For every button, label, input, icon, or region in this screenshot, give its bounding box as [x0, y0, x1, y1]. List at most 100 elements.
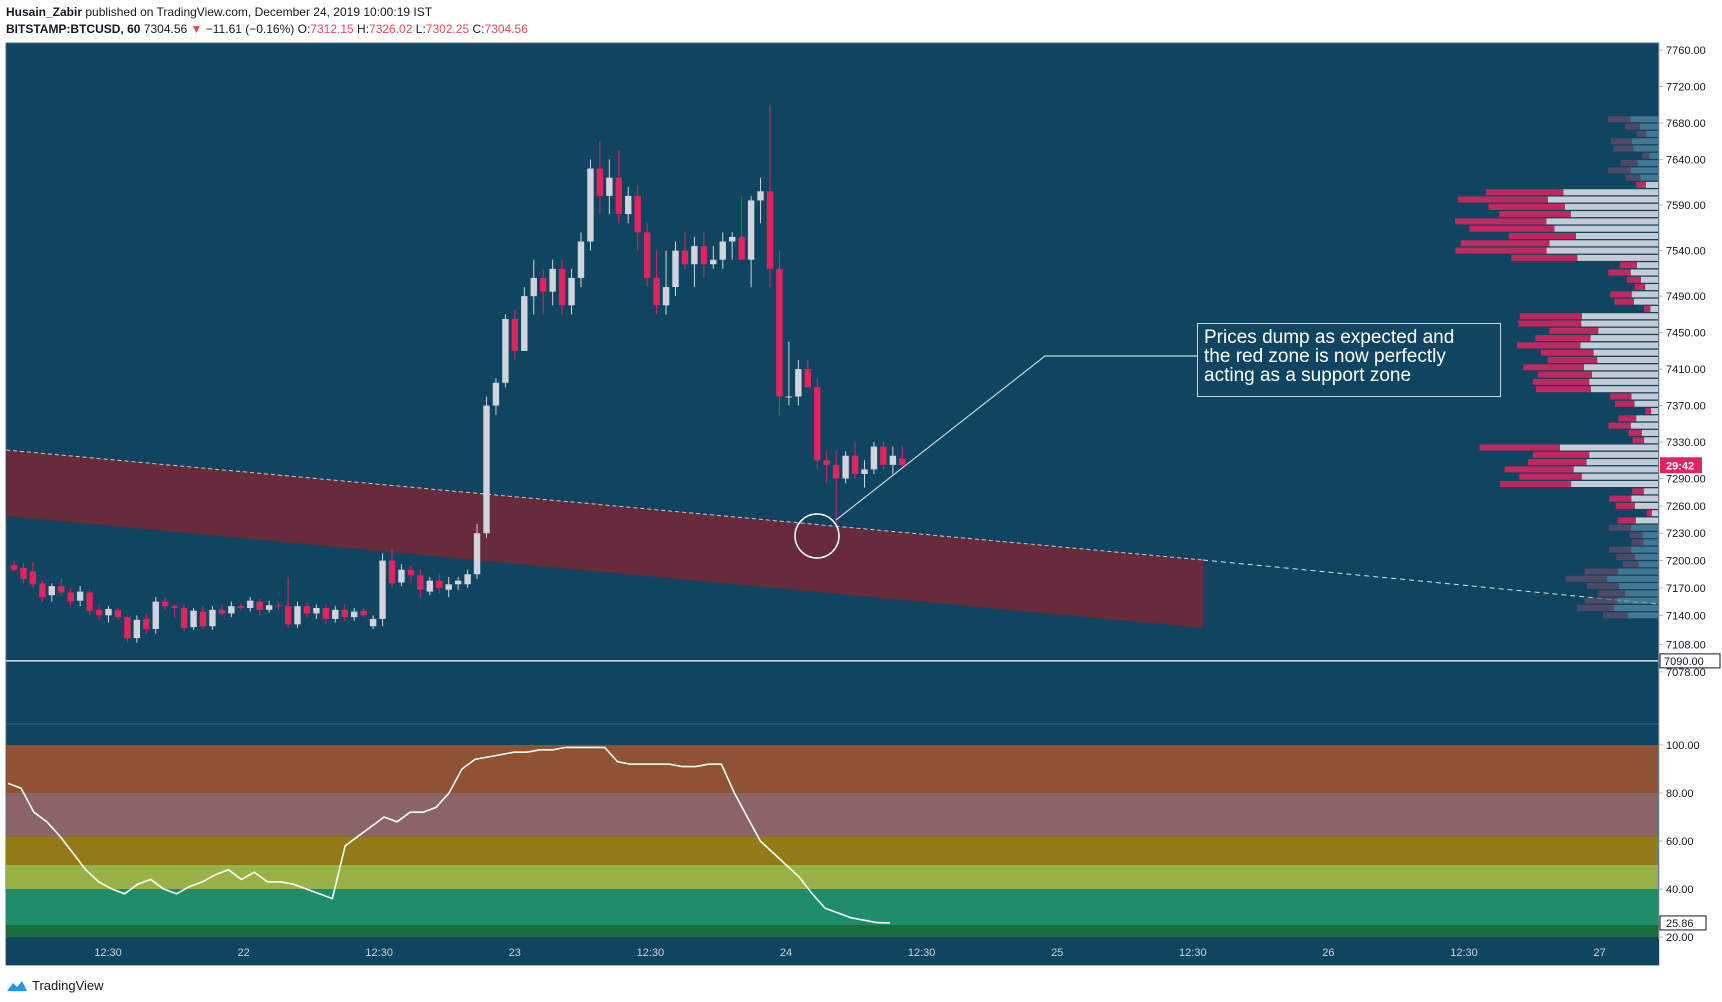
volume-profile-down-bar: [1622, 561, 1639, 568]
volume-profile-up-bar: [1642, 532, 1658, 539]
volume-profile-down-bar: [1608, 116, 1631, 123]
volume-profile-down-bar: [1609, 495, 1632, 502]
support-zone-layer: [5, 449, 1659, 725]
candle-body: [558, 268, 566, 306]
candle-body: [95, 609, 103, 616]
volume-profile-up-bar: [1631, 291, 1658, 298]
candle-body: [634, 195, 641, 233]
level-price-label: 7090.00: [1664, 656, 1704, 668]
chart-canvas[interactable]: 7760.00 7720.00 7680.00 7640.00 7590.00 7540.…: [0, 0, 1722, 967]
volume-profile-up-bar: [1589, 451, 1658, 458]
open-value: 7312.15: [310, 22, 354, 36]
candle-body: [143, 618, 150, 629]
oscillator-band: [6, 836, 1658, 865]
volume-profile-down-bar: [1499, 211, 1571, 218]
candle-body: [20, 567, 27, 579]
price-axis[interactable]: 7760.00 7720.00 7680.00 7640.00 7590.00 7540.…: [1658, 43, 1722, 965]
volume-profile-down-bar: [1455, 247, 1547, 254]
candle-body: [388, 560, 396, 584]
volume-profile-down-bar: [1586, 583, 1619, 590]
volume-profile-up-bar: [1640, 276, 1658, 283]
candle-body: [426, 580, 433, 592]
volume-profile-down-bar: [1609, 546, 1632, 553]
volume-profile-up-bar: [1590, 335, 1658, 342]
volume-profile-up-bar: [1577, 254, 1658, 261]
volume-profile-up-bar: [1633, 298, 1658, 305]
candle-body: [889, 455, 897, 465]
volume-profile-up-bar: [1563, 189, 1658, 196]
candle-body: [710, 259, 717, 265]
volume-profile-down-bar: [1641, 152, 1650, 159]
candle-body: [39, 583, 46, 598]
candle-body: [662, 287, 670, 306]
price-tick-label: 7290.00: [1666, 474, 1706, 486]
candle-body: [67, 592, 74, 602]
volume-profile-up-bar: [1630, 422, 1658, 429]
candle-body: [369, 618, 377, 627]
volume-profile-down-bar: [1535, 386, 1591, 393]
candle-body: [681, 250, 689, 265]
candle-body: [379, 560, 386, 619]
price-axis-background: [1659, 43, 1722, 965]
symbol-name[interactable]: BITSTAMP:BTCUSD, 60: [6, 22, 141, 36]
author-name[interactable]: Husain_Zabir: [6, 5, 83, 19]
volume-profile-down-bar: [1626, 276, 1641, 283]
candle-body: [521, 296, 528, 351]
volume-profile-down-bar: [1636, 130, 1647, 137]
price-tick-label: 7108.00: [1666, 639, 1706, 651]
time-tick-label: 12:30: [908, 947, 936, 959]
volume-profile-down-bar: [1540, 349, 1594, 356]
close-value: 7304.56: [484, 22, 528, 36]
candle-body: [209, 609, 216, 627]
annotation-callout[interactable]: Prices dump as expected and the red zone…: [1197, 323, 1501, 397]
volume-profile-down-bar: [1460, 240, 1550, 247]
candlestick-series: [10, 104, 906, 643]
candle-body: [483, 405, 490, 534]
countdown-label: 29:42: [1666, 460, 1694, 472]
candle-body: [795, 369, 802, 397]
candle-body: [738, 236, 745, 260]
volume-profile-up-bar: [1583, 364, 1658, 371]
oscillator-band: [6, 745, 1658, 793]
candle-body: [880, 446, 887, 465]
candle-body: [861, 469, 868, 474]
candle-body: [464, 574, 471, 585]
time-tick-label: 12:30: [637, 947, 665, 959]
tradingview-logo[interactable]: TradingView: [6, 978, 104, 993]
volume-profile-up-bar: [1651, 510, 1658, 517]
candle-body: [265, 605, 273, 610]
time-tick-label: 25: [1051, 947, 1063, 959]
oscillator-tick-label: 80.00: [1666, 788, 1694, 800]
volume-profile-up-bar: [1570, 211, 1658, 218]
volume-profile-up-bar: [1630, 116, 1658, 123]
candle-body: [606, 177, 613, 196]
volume-profile-up-bar: [1589, 378, 1658, 385]
candle-body: [672, 250, 679, 288]
candle-body: [785, 396, 793, 398]
volume-profile-up-bar: [1546, 247, 1658, 254]
volume-profile-up-bar: [1581, 313, 1658, 320]
candle-body: [851, 455, 859, 474]
volume-profile-up-bar: [1645, 181, 1658, 188]
candle-body: [58, 586, 65, 593]
volume-profile-down-bar: [1619, 262, 1637, 269]
level-price-badge: [1659, 653, 1721, 669]
volume-profile-up-bar: [1597, 357, 1658, 363]
volume-profile-down-bar: [1547, 357, 1598, 363]
time-axis-background: [6, 939, 1659, 965]
time-axis[interactable]: 12:30 22 12:30 23 12:30 24 12:30 25 12:30 26 12:30…: [6, 939, 1659, 965]
oscillator-band: [6, 925, 1658, 937]
annotation-line-1: Prices dump as expected and: [1204, 327, 1455, 348]
price-tick-label: 7490.00: [1666, 291, 1706, 303]
candle-body: [653, 277, 660, 306]
candle-body: [351, 611, 358, 618]
high-label: H:: [357, 22, 370, 36]
volume-profile-down-bar: [1628, 429, 1642, 436]
time-tick-label: 22: [237, 947, 249, 959]
price-tick-label: 7370.00: [1666, 401, 1706, 413]
chart-header: Husain_Zabir published on TradingView.co…: [0, 0, 1722, 43]
volume-profile-down-bar: [1584, 597, 1618, 604]
volume-profile-up-bar: [1633, 145, 1658, 152]
volume-profile-up-bar: [1581, 473, 1658, 480]
oscillator-value-label: 25.86: [1666, 918, 1694, 930]
